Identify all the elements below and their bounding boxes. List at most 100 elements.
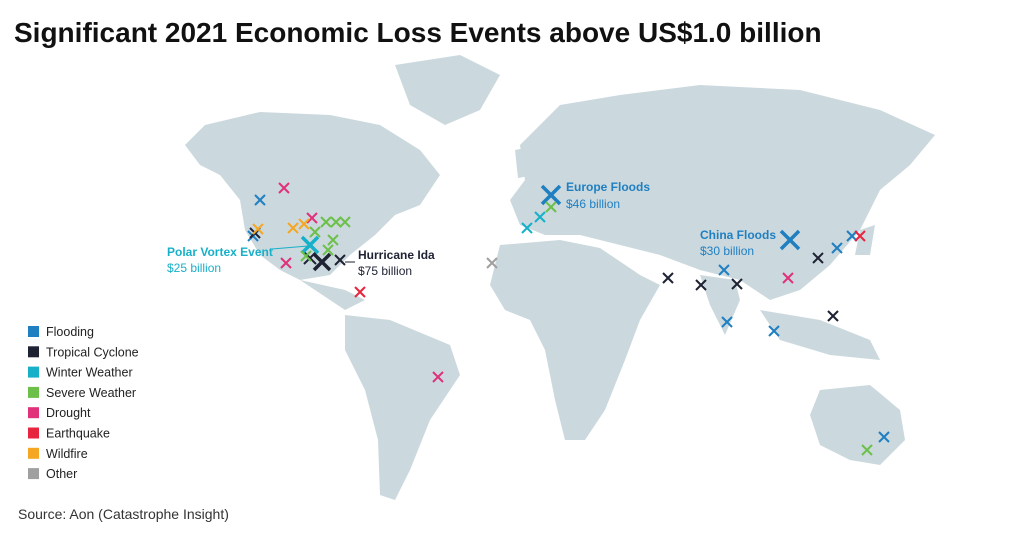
- marker-stroke: [287, 222, 299, 234]
- event-marker: [545, 201, 557, 213]
- event-marker: [662, 272, 674, 284]
- annotation-loss: $25 billion: [167, 261, 221, 275]
- marker-stroke: [330, 216, 342, 228]
- legend-label: Severe Weather: [46, 386, 136, 400]
- marker-stroke: [486, 257, 498, 269]
- event-marker: [278, 182, 290, 194]
- event-marker: [300, 235, 320, 255]
- event-marker: [768, 325, 780, 337]
- annotation-name: Hurricane Ida: [358, 248, 435, 262]
- legend-swatch: [28, 366, 39, 378]
- legend-label: Earthquake: [46, 427, 110, 441]
- annotation-loss: $75 billion: [358, 264, 412, 278]
- marker-stroke: [300, 250, 312, 262]
- title: Significant 2021 Economic Loss Events ab…: [14, 17, 822, 48]
- event-marker: [280, 257, 292, 269]
- marker-stroke: [779, 229, 801, 251]
- event-marker: [322, 244, 334, 256]
- marker-stroke: [280, 257, 292, 269]
- event-marker: [731, 278, 743, 290]
- annotation-name: Polar Vortex Event: [167, 245, 273, 259]
- event-marker: [432, 371, 444, 383]
- marker-stroke: [306, 212, 318, 224]
- event-marker: [534, 211, 546, 223]
- land: [185, 55, 935, 500]
- event-marker: [827, 310, 839, 322]
- event-marker: [878, 431, 890, 443]
- marker-stroke: [731, 278, 743, 290]
- marker-stroke: [322, 244, 334, 256]
- event-marker: [486, 257, 498, 269]
- legend-swatch: [28, 468, 39, 480]
- legend-swatch: [28, 447, 39, 459]
- event-marker: [861, 444, 873, 456]
- event-marker: [354, 286, 366, 298]
- marker-stroke: [298, 218, 310, 230]
- event-marker: [718, 264, 730, 276]
- marker-stroke: [545, 201, 557, 213]
- event-marker: [252, 223, 264, 235]
- event-marker: [306, 212, 318, 224]
- marker-stroke: [782, 272, 794, 284]
- marker-stroke: [768, 325, 780, 337]
- marker-stroke: [662, 272, 674, 284]
- marker-stroke: [718, 264, 730, 276]
- marker-stroke: [432, 371, 444, 383]
- event-marker: [327, 234, 339, 246]
- event-marker: [330, 216, 342, 228]
- marker-stroke: [540, 184, 562, 206]
- event-marker: [339, 216, 351, 228]
- marker-stroke: [312, 252, 332, 272]
- marker-stroke: [339, 216, 351, 228]
- marker-stroke: [878, 431, 890, 443]
- marker-stroke: [320, 216, 332, 228]
- marker-stroke: [300, 235, 320, 255]
- event-marker: [320, 216, 332, 228]
- legend-label: Wildfire: [46, 447, 88, 461]
- marker-stroke: [327, 234, 339, 246]
- event-marker: [854, 230, 866, 242]
- marker-stroke: [354, 286, 366, 298]
- legend-swatch: [28, 326, 39, 337]
- event-marker: [782, 272, 794, 284]
- marker-stroke: [521, 222, 533, 234]
- marker-stroke: [252, 223, 264, 235]
- marker-stroke: [309, 226, 321, 238]
- marker-stroke: [254, 194, 266, 206]
- annotation-name: China Floods: [700, 228, 776, 242]
- event-marker: [540, 184, 562, 206]
- marker-stroke: [831, 242, 843, 254]
- marker-stroke: [827, 310, 839, 322]
- marker-stroke: [334, 254, 346, 266]
- event-marker: [309, 226, 321, 238]
- legend-label: Winter Weather: [46, 366, 133, 380]
- marker-stroke: [278, 182, 290, 194]
- marker-stroke: [861, 444, 873, 456]
- marker-stroke: [854, 230, 866, 242]
- event-marker: [721, 316, 733, 328]
- legend-label: Flooding: [46, 325, 94, 339]
- event-marker: [312, 252, 332, 272]
- annotation-loss: $30 billion: [700, 244, 754, 258]
- legend-label: Drought: [46, 406, 91, 420]
- event-marker: [334, 254, 346, 266]
- legend-swatch: [28, 346, 39, 358]
- legend-swatch: [28, 427, 39, 439]
- marker-stroke: [812, 252, 824, 264]
- event-marker: [287, 222, 299, 234]
- leader-line: [271, 245, 309, 250]
- event-marker: [695, 279, 707, 291]
- marker-stroke: [695, 279, 707, 291]
- event-marker: [298, 218, 310, 230]
- source: Source: Aon (Catastrophe Insight): [18, 506, 229, 522]
- legend-label: Tropical Cyclone: [46, 345, 139, 359]
- event-marker: [521, 222, 533, 234]
- event-marker: [812, 252, 824, 264]
- legend-label: Other: [46, 467, 77, 481]
- event-marker: [779, 229, 801, 251]
- event-marker: [254, 194, 266, 206]
- annotation-loss: $46 billion: [566, 197, 620, 211]
- annotation-name: Europe Floods: [566, 180, 650, 194]
- event-marker: [831, 242, 843, 254]
